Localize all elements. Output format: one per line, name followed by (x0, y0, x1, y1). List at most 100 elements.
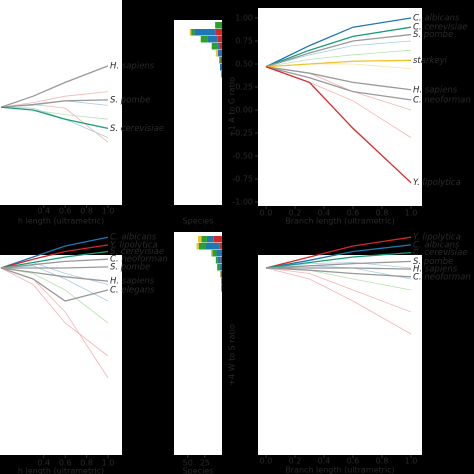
bar-segment (215, 29, 222, 36)
series-line (265, 236, 412, 269)
end-label: H. sapiens (110, 61, 155, 71)
bar-segment (212, 250, 217, 257)
end-label: C. elegans (110, 286, 155, 296)
end-label: H. sapiens (413, 265, 458, 275)
series-line (265, 26, 412, 68)
bar-segment (217, 257, 221, 264)
x-tick-label: 0.4 (318, 209, 331, 218)
x-axis-label: Species (183, 217, 214, 226)
bar-segment (215, 257, 218, 264)
end-label: S. cerevisiae (110, 247, 164, 257)
x-tick-label: 0.4 (37, 459, 50, 468)
bar-segment (219, 243, 222, 250)
x-tick-label: 0.4 (37, 207, 50, 216)
bar-segment (189, 29, 192, 36)
background-line (265, 40, 412, 68)
series-line (0, 106, 109, 130)
x-axis-label: Branch length (ultrametric) (285, 217, 394, 226)
series-line (265, 66, 412, 101)
y-tick-label: -0.75 (232, 175, 253, 184)
bar-segment (215, 22, 222, 29)
background-line (265, 49, 412, 68)
series-line (265, 260, 412, 269)
bar-segment (205, 243, 220, 250)
end-label: S. pombe (413, 30, 453, 40)
bar-segment (200, 36, 208, 43)
series-line (266, 267, 412, 270)
bar-segment (215, 50, 218, 57)
bar-segment (211, 250, 213, 257)
bar-segment (219, 64, 222, 71)
x-tick-label: 1.0 (405, 457, 418, 466)
series-line (265, 66, 412, 184)
bar-segment (220, 257, 222, 264)
bar-segment (221, 285, 222, 292)
y-tick-label: 0.00 (235, 106, 253, 115)
y-tick-label: 0.50 (235, 60, 253, 69)
end-label: C. cerevisiae (413, 248, 468, 258)
x-tick-label: 50 (183, 459, 193, 468)
end-label: S. pombe (110, 262, 150, 272)
bar-segment (217, 264, 220, 271)
y-axis-label: +4 W to S ratio (228, 324, 237, 386)
background-line (265, 267, 412, 313)
bar-segment (217, 50, 222, 57)
y-tick-label: -0.50 (232, 152, 253, 161)
series-line (0, 65, 109, 108)
series-line (0, 267, 109, 302)
x-tick-label: 1.0 (102, 207, 115, 216)
bar-segment (219, 264, 222, 271)
series-line (0, 258, 109, 269)
series-line (0, 244, 109, 269)
x-axis-label: h length (ultrametric) (18, 217, 104, 226)
bar-segment (221, 278, 222, 285)
x-tick-label: 0.6 (59, 207, 72, 216)
y-axis-label: +1 A to G ratio (228, 77, 237, 137)
x-axis-label: Species (183, 467, 214, 474)
end-label: S. pombe (110, 95, 150, 105)
end-label: C. neoforman (110, 255, 168, 265)
x-tick-label: 0.8 (376, 457, 389, 466)
bar-segment (217, 43, 220, 50)
bar-segment (219, 57, 221, 64)
bar-segment (221, 71, 222, 78)
y-tick-label: 1.00 (235, 14, 253, 23)
x-tick-label: 0.0 (260, 457, 273, 466)
bar-segment (220, 271, 222, 278)
x-tick-label: 0.2 (289, 457, 302, 466)
bar-segment (196, 243, 199, 250)
x-axis-label: h length (ultrametric) (18, 467, 104, 474)
bar-segment (211, 43, 218, 50)
background-line (0, 267, 109, 357)
x-tick-label: 1.0 (102, 459, 115, 468)
background-line (0, 106, 109, 138)
bar-segment (219, 43, 222, 50)
end-label: C. cerevisiae (413, 23, 468, 33)
bar-segment (198, 236, 202, 243)
series-line (0, 267, 109, 282)
bar-segment (201, 236, 207, 243)
bar-segment (219, 271, 221, 278)
x-axis-label: Branch length (ultrametric) (285, 466, 394, 474)
series-line (0, 236, 109, 269)
series-line (265, 251, 412, 269)
x-tick-label: 0.6 (347, 457, 360, 466)
end-label: Y. lipolytica (413, 233, 461, 243)
y-tick-label: -1.00 (232, 198, 253, 207)
x-tick-label: 0.2 (289, 209, 302, 218)
end-label: H. sapiens (110, 277, 155, 287)
series-line (265, 59, 412, 68)
x-tick-label: 0.8 (80, 459, 93, 468)
bar-segment (198, 243, 206, 250)
background-line (265, 267, 412, 335)
plot-area (0, 255, 122, 455)
plot-area (258, 8, 422, 206)
end-label: Y. lipolytica (413, 178, 461, 188)
series-line (0, 250, 109, 269)
series-line (0, 99, 109, 108)
series-line (265, 66, 412, 91)
bar-segment (207, 36, 218, 43)
x-tick-label: 0.0 (260, 209, 273, 218)
y-tick-label: 0.25 (235, 83, 253, 92)
